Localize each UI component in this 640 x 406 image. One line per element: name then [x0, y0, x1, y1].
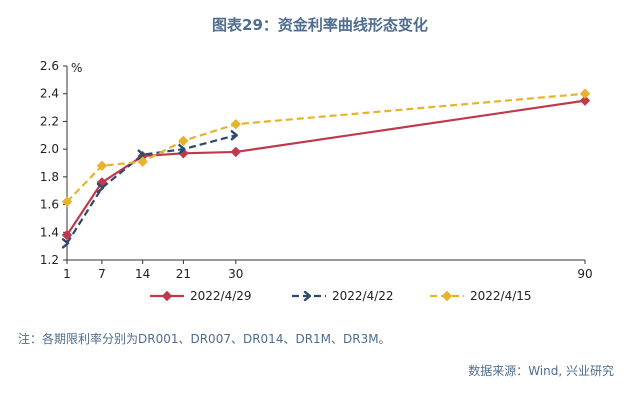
data-point: [96, 160, 108, 171]
footnote: 注：各期限利率分别为DR001、DR007、DR014、DR1M、DR3M。: [18, 332, 391, 346]
y-tick-label: 1.6: [40, 198, 59, 212]
data-point: [230, 130, 238, 141]
data-point: [230, 118, 241, 130]
legend-label: 2022/4/15: [470, 289, 532, 303]
data-source: 数据来源：Wind, 兴业研究: [468, 364, 614, 378]
data-point: [96, 182, 105, 194]
y-tick-label: 2.4: [40, 87, 59, 101]
y-axis-label: %: [71, 61, 82, 75]
series-2022/4/15: [61, 88, 591, 208]
x-tick-label: 21: [176, 267, 191, 281]
data-point: [61, 196, 73, 208]
legend-swatch-marker: [161, 290, 173, 302]
legend-item: 2022/4/29: [150, 289, 252, 303]
x-tick-label: 30: [228, 267, 243, 281]
y-tick-label: 1.2: [40, 253, 59, 267]
series-line: [66, 92, 586, 203]
legend-label: 2022/4/22: [332, 289, 394, 303]
data-point: [579, 95, 591, 106]
x-tick-label: 1: [63, 267, 71, 281]
series-2022/4/29: [61, 95, 591, 241]
y-tick-label: 1.8: [40, 170, 59, 184]
legend-swatch-marker: [303, 290, 312, 302]
legend-item: 2022/4/22: [292, 289, 394, 303]
series-line: [66, 99, 586, 236]
data-point: [137, 149, 145, 160]
data-point: [178, 143, 186, 155]
chart-title: 图表29：资金利率曲线形态变化: [212, 16, 428, 34]
x-tick-label: 7: [98, 267, 106, 281]
x-tick-label: 90: [577, 267, 592, 281]
legend-label: 2022/4/29: [190, 289, 252, 303]
data-point: [178, 135, 189, 147]
axes: 1.2 1.4 1.6 1.8 2.0 2.2 2.4 2.6 % 1 7 14 21 30 90: [40, 59, 593, 281]
x-tick-label: 14: [135, 267, 150, 281]
y-tick-label: 1.4: [40, 225, 59, 239]
data-point: [230, 146, 241, 158]
series-line: [66, 134, 237, 244]
data-point: [61, 229, 73, 241]
legend: 2022/4/29 2022/4/22 2022/4/15: [150, 289, 532, 303]
data-point: [61, 238, 70, 249]
series-layer: [61, 88, 591, 249]
legend-item: 2022/4/15: [430, 289, 532, 303]
data-point: [137, 156, 148, 167]
data-point: [579, 88, 591, 99]
legend-swatch-marker: [441, 290, 453, 302]
y-tick-label: 2.2: [40, 114, 59, 128]
series-2022/4/22: [61, 130, 238, 249]
y-tick-label: 2.6: [40, 59, 59, 73]
y-tick-label: 2.0: [40, 142, 59, 156]
